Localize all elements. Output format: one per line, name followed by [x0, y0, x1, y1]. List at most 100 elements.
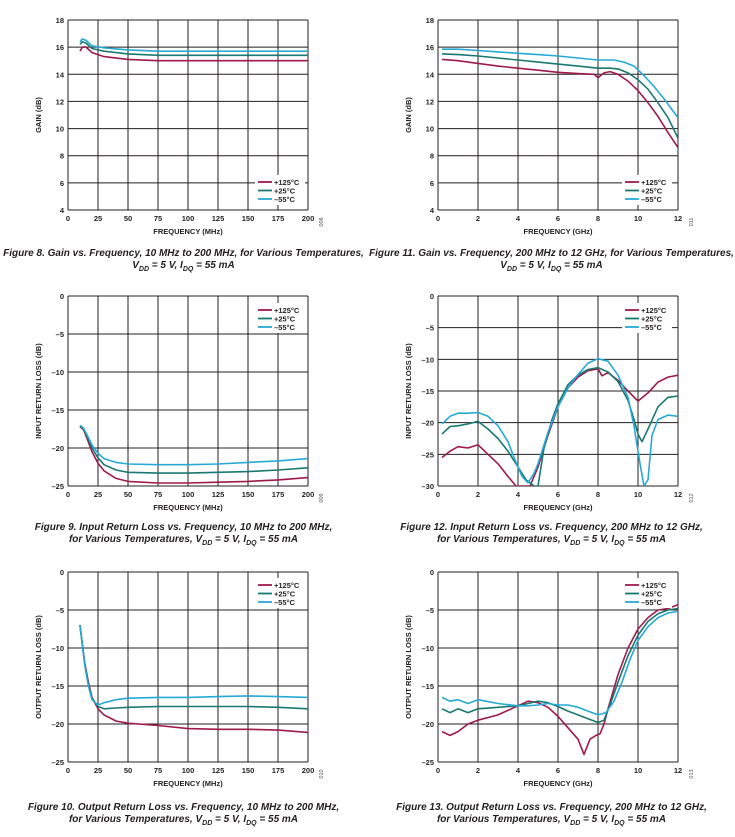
legend-label: +125°C	[641, 306, 667, 315]
caption-line-2: for Various Temperatures, VDD = 5 V, IDQ…	[68, 534, 299, 547]
x-tick-label: 200	[302, 214, 315, 223]
figure-12-panel: 0 2 4 6 8 10 12 –30 –25 –20 –15 –10 –5 0 FREQUENCY (GH…	[368, 280, 735, 559]
figure-11-panel: 0 2 4 6 8 10 12 4 6 8 10 12 14 16 18 FREQUENCY (GHz) GAI…	[368, 0, 735, 279]
y-tick-label: 18	[56, 16, 64, 25]
y-tick-label: –5	[426, 606, 434, 615]
y-axis-label: OUTPUT RETURN LOSS (dB)	[404, 615, 413, 719]
x-tick-label: 150	[242, 766, 255, 775]
series-line--55°C	[79, 625, 308, 706]
grid	[67, 295, 309, 487]
legend-label: +25°C	[274, 186, 296, 195]
legend-label: –55°C	[274, 195, 296, 204]
x-tick-label: 0	[66, 214, 70, 223]
y-tick-label: –15	[51, 682, 64, 691]
legend-label: +25°C	[641, 186, 663, 195]
grid	[437, 571, 679, 763]
caption-line-2: for Various Temperatures, VDD = 5 V, IDQ…	[436, 534, 667, 547]
x-tick-label: 75	[154, 490, 162, 499]
y-tick-label: –15	[51, 406, 64, 415]
x-tick-label: 25	[94, 214, 102, 223]
series-line-+25°C	[441, 607, 678, 724]
legend-label: +25°C	[641, 314, 663, 323]
x-tick-label: 25	[94, 490, 102, 499]
x-tick-label: 125	[212, 766, 225, 775]
y-tick-label: –20	[421, 419, 434, 428]
y-tick-label: 16	[56, 43, 64, 52]
figure-13-panel: 0 2 4 6 8 10 12 –25 –20 –15 –10 –5 0 FREQUENCY (GHz) O…	[368, 555, 735, 834]
legend-label: –55°C	[641, 598, 663, 607]
y-tick-label: –15	[421, 682, 434, 691]
x-tick-label: 2	[476, 490, 480, 499]
y-tick-label: –20	[51, 720, 64, 729]
series-line-+125°C	[79, 426, 308, 484]
x-axis-label: FREQUENCY (GHz)	[523, 503, 593, 512]
legend-label: +25°C	[274, 314, 296, 323]
x-tick-label: 0	[66, 766, 70, 775]
legend-label: –55°C	[274, 598, 296, 607]
figure-12-caption: Figure 12. Input Return Loss vs. Frequen…	[368, 522, 735, 550]
caption-line-1: Figure 9. Input Return Loss vs. Frequenc…	[34, 522, 333, 533]
y-tick-label: 4	[430, 206, 435, 215]
x-axis-label: FREQUENCY (GHz)	[523, 779, 593, 788]
caption-line-2: VDD = 5 V, IDQ = 55 mA	[500, 260, 603, 273]
figure-8-chart: 0 25 50 75 100 125 150 175 200 4 6 8 10 12 14 16 18 FREQU…	[34, 16, 325, 236]
x-tick-label: 100	[182, 490, 195, 499]
y-axis-label: GAIN (dB)	[404, 97, 413, 133]
y-tick-label: –10	[421, 644, 434, 653]
figure-10-caption: Figure 10. Output Return Loss vs. Freque…	[0, 802, 367, 830]
x-tick-label: 4	[516, 214, 521, 223]
y-tick-label: 12	[426, 97, 434, 106]
grid	[437, 19, 679, 211]
x-tick-label: 200	[302, 490, 315, 499]
x-tick-label: 175	[272, 766, 285, 775]
figure-file-code: 009	[319, 493, 325, 502]
legend-label: –55°C	[274, 323, 296, 332]
y-tick-label: –15	[421, 387, 434, 396]
x-tick-label: 125	[212, 490, 225, 499]
y-tick-label: –20	[51, 444, 64, 453]
x-tick-label: 6	[556, 766, 560, 775]
y-tick-label: 0	[430, 292, 434, 301]
y-tick-label: –10	[51, 644, 64, 653]
series-line-+125°C	[441, 58, 678, 149]
y-tick-label: –5	[426, 324, 434, 333]
y-tick-label: –25	[51, 482, 64, 491]
caption-line-1: Figure 10. Output Return Loss vs. Freque…	[27, 802, 340, 813]
x-tick-label: 175	[272, 214, 285, 223]
y-axis-label: INPUT RETURN LOSS (dB)	[404, 343, 413, 439]
legend-label: –55°C	[641, 195, 663, 204]
y-tick-label: –25	[51, 758, 64, 767]
x-tick-label: 200	[302, 766, 315, 775]
figure-8-caption: Figure 8. Gain vs. Frequency, 10 MHz to …	[0, 248, 367, 276]
series-line-+25°C	[79, 40, 308, 57]
figure-8-panel: 0 25 50 75 100 125 150 175 200 4 6 8 10 12 14 16 18 FREQU…	[0, 0, 367, 279]
x-axis-label: FREQUENCY (MHz)	[153, 227, 223, 236]
series-line--55°C	[79, 38, 308, 52]
x-tick-label: 6	[556, 214, 560, 223]
figure-9-chart: 0 25 50 75 100 125 150 175 200 –25 –20 –15 –10 –5 0 FRE…	[34, 292, 325, 512]
x-axis-label: FREQUENCY (MHz)	[153, 503, 223, 512]
legend-label: –55°C	[641, 323, 663, 332]
y-tick-label: 14	[56, 70, 65, 79]
y-tick-label: 0	[430, 568, 434, 577]
series-line-+25°C	[441, 366, 678, 486]
x-tick-label: 0	[436, 490, 440, 499]
figure-file-code: 008	[319, 217, 325, 226]
y-tick-label: 14	[426, 70, 435, 79]
x-tick-label: 100	[182, 766, 195, 775]
caption-line-1: Figure 13. Output Return Loss vs. Freque…	[396, 802, 707, 813]
series-line-+125°C	[79, 46, 308, 62]
y-tick-label: 6	[60, 179, 64, 188]
caption-line-2: for Various Temperatures, VDD = 5 V, IDQ…	[436, 814, 667, 827]
y-tick-label: –5	[56, 606, 64, 615]
x-tick-label: 6	[556, 490, 560, 499]
y-axis-label: INPUT RETURN LOSS (dB)	[34, 343, 43, 439]
x-tick-label: 2	[476, 214, 480, 223]
caption-line-2: for Various Temperatures, VDD = 5 V, IDQ…	[68, 814, 299, 827]
figure-13-caption: Figure 13. Output Return Loss vs. Freque…	[368, 802, 735, 830]
figure-10-panel: 0 25 50 75 100 125 150 175 200 –25 –20 –15 –10 –5 0 FRE…	[0, 555, 367, 834]
y-tick-label: –25	[421, 758, 434, 767]
x-tick-label: 12	[674, 490, 682, 499]
x-axis-label: FREQUENCY (MHz)	[153, 779, 223, 788]
y-axis-label: OUTPUT RETURN LOSS (dB)	[34, 615, 43, 719]
